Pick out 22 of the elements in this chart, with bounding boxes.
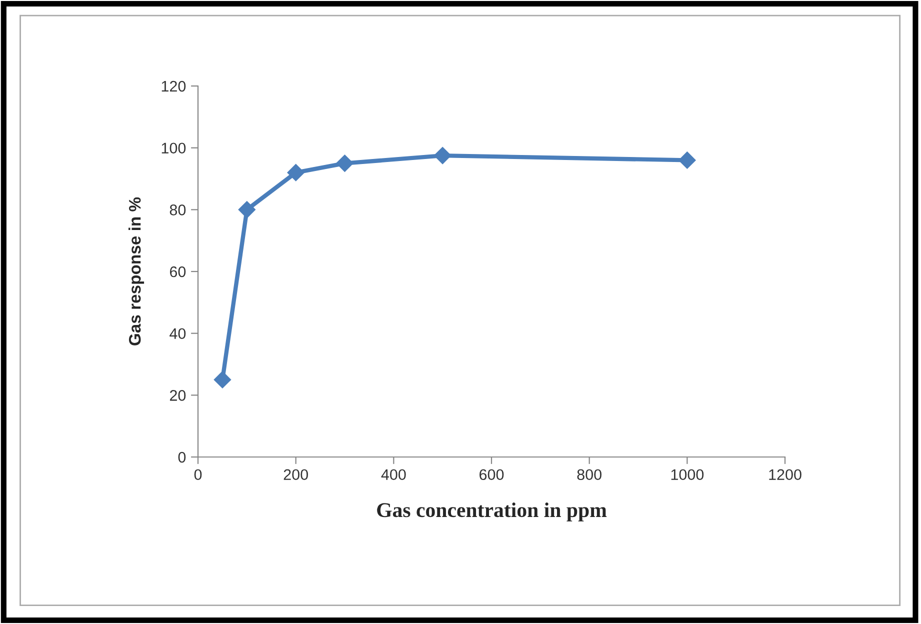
point bbox=[336, 154, 354, 172]
point bbox=[214, 371, 232, 388]
y-tick-label: 80 bbox=[170, 204, 186, 216]
y-tick-label: 0 bbox=[178, 452, 186, 463]
y-tick-label: 60 bbox=[170, 266, 186, 278]
x-axis-title: Gas concentration in ppm bbox=[377, 502, 607, 522]
point bbox=[287, 164, 304, 182]
x-tick-label: 600 bbox=[480, 469, 504, 480]
x-tick-label: 200 bbox=[284, 469, 308, 480]
x-tick-label: 1200 bbox=[769, 469, 802, 480]
y-tick-label: 40 bbox=[170, 328, 186, 340]
y-tick-label: 100 bbox=[162, 142, 186, 154]
x-tick-label: 1000 bbox=[671, 469, 704, 480]
y-tick-label: 120 bbox=[162, 80, 186, 92]
point bbox=[238, 201, 256, 218]
y-tick-label: 20 bbox=[170, 390, 186, 401]
y-axis-title: Gas response in % bbox=[128, 197, 144, 346]
x-tick-label: 0 bbox=[194, 469, 202, 480]
point bbox=[678, 152, 696, 169]
point bbox=[434, 147, 452, 164]
x-tick-label: 800 bbox=[577, 469, 602, 480]
x-tick-label: 400 bbox=[381, 469, 406, 480]
